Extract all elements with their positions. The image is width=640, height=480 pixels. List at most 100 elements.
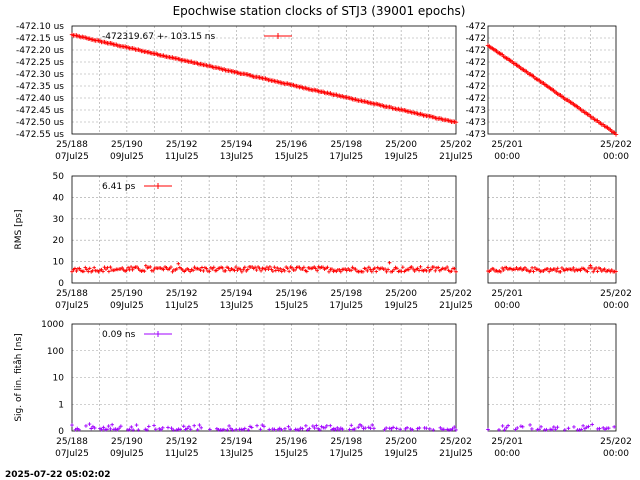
data-point <box>129 265 133 269</box>
data-point <box>591 269 596 274</box>
data-point <box>359 424 364 428</box>
data-point <box>401 265 405 269</box>
data-point <box>188 427 193 432</box>
data-point <box>560 266 564 270</box>
data-point <box>214 268 219 273</box>
data-point <box>523 265 527 270</box>
data-point <box>148 265 153 269</box>
y-tick-label: -472 <box>466 94 486 104</box>
data-point <box>384 269 389 274</box>
data-point <box>537 427 541 432</box>
data-point <box>515 426 520 430</box>
data-point <box>101 425 106 430</box>
data-point <box>278 266 283 271</box>
x-tick-label: 25/202 <box>600 140 632 150</box>
data-point <box>572 425 576 429</box>
data-point <box>241 267 246 272</box>
data-point <box>187 424 191 429</box>
data-point <box>178 427 183 432</box>
y-tick-label: 0 <box>58 279 64 289</box>
data-point <box>612 425 616 429</box>
data-point <box>129 425 134 429</box>
data-point <box>77 266 82 271</box>
data-point <box>368 426 373 431</box>
data-point <box>500 424 505 428</box>
data-point <box>134 423 139 427</box>
y-tick-label: -472 <box>466 22 486 32</box>
legend-label: 6.41 ps <box>102 182 136 192</box>
data-point <box>318 428 322 432</box>
data-point <box>327 270 331 274</box>
data-point <box>504 425 509 430</box>
x-tick-label: 25/200 <box>385 289 417 299</box>
x-tick-date: 00:00 <box>494 449 520 459</box>
data-point <box>394 426 399 431</box>
data-point <box>554 269 559 273</box>
data-point <box>449 269 454 274</box>
data-point <box>333 428 338 432</box>
data-point <box>590 266 594 270</box>
x-tick-label: 25/202 <box>600 289 632 299</box>
data-point <box>450 427 455 431</box>
data-point <box>102 265 107 270</box>
data-point <box>563 428 567 432</box>
data-point <box>426 265 430 270</box>
data-point <box>453 120 459 125</box>
x-tick-date: 21Jul25 <box>439 449 473 459</box>
data-point <box>387 426 392 431</box>
clock-main-panel: -472.10 us -472.15 us -472.20 us -472.25 us… <box>16 22 473 162</box>
y-tick-label: -472.35 us <box>16 82 64 92</box>
data-point <box>297 428 301 432</box>
data-point <box>555 425 560 429</box>
y-tick-label: 100 <box>47 347 64 357</box>
data-point <box>415 426 420 431</box>
data-point <box>286 424 291 429</box>
y-tick-label: -472 <box>466 82 486 92</box>
data-point <box>553 427 558 432</box>
data-point <box>391 425 395 430</box>
data-point <box>501 268 506 272</box>
data-point <box>87 422 92 426</box>
data-point <box>445 265 449 269</box>
data-point <box>110 422 114 427</box>
data-point <box>392 267 396 272</box>
x-tick-date: 00:00 <box>603 449 629 459</box>
x-tick-label: 25/202 <box>440 437 472 447</box>
plot-frame <box>71 323 457 432</box>
x-tick-label: 25/188 <box>56 289 88 299</box>
x-tick-label: 25/202 <box>440 289 472 299</box>
sig-zoom-panel: 25/201 00:00 25/202 00:00 <box>486 323 632 459</box>
x-tick-date: 13Jul25 <box>220 152 254 162</box>
data-point <box>436 265 441 270</box>
x-tick-label: 25/194 <box>221 140 253 150</box>
data-point <box>142 269 147 273</box>
x-tick-date: 21Jul25 <box>439 152 473 162</box>
data-point <box>312 426 317 430</box>
x-tick-label: 25/201 <box>491 140 523 150</box>
data-point <box>249 425 254 430</box>
data-point <box>245 267 250 272</box>
data-point <box>204 266 209 271</box>
data-point <box>152 423 156 428</box>
data-point <box>353 267 358 271</box>
data-point <box>432 265 436 269</box>
data-point <box>267 427 272 432</box>
x-tick-label: 25/201 <box>491 289 523 299</box>
data-point <box>583 426 587 431</box>
data-point <box>491 267 496 271</box>
data-point <box>499 270 503 274</box>
data-point <box>553 267 557 271</box>
data-point <box>547 269 551 274</box>
data-point <box>259 269 263 273</box>
x-tick-label: 25/200 <box>385 140 417 150</box>
data-point <box>566 426 571 431</box>
x-tick-label: 25/190 <box>111 437 143 447</box>
legend-label: -472319.67 +- 103.15 ns <box>102 32 215 42</box>
data-point <box>349 268 353 273</box>
data-point <box>147 424 151 429</box>
x-tick-date: 00:00 <box>603 152 629 162</box>
x-tick-label: 25/198 <box>330 437 362 447</box>
data-point <box>234 265 238 269</box>
data-point <box>92 426 97 430</box>
data-point <box>363 426 368 430</box>
